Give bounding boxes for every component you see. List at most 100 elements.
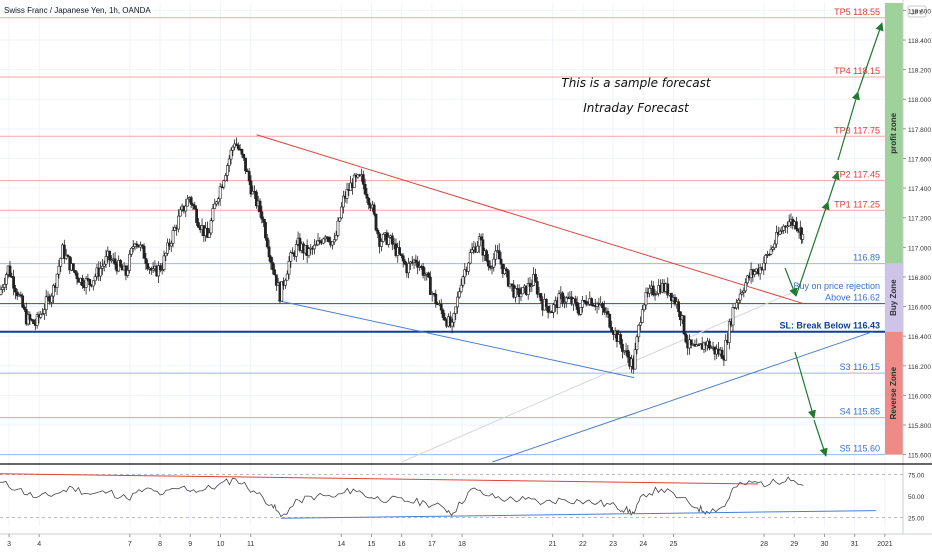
candle-body [381,234,385,242]
level-label: S5 115.60 [840,444,880,454]
candle-body [14,287,17,293]
candle-body [318,240,322,243]
candle-body [1,287,5,290]
candle-body [467,262,470,272]
price-tick-label: 118.200 [908,68,931,75]
currency-badge [907,5,927,18]
candle-body [287,260,291,275]
candle-body [186,198,189,207]
candle-body [193,205,197,210]
price-tick-label: 117.600 [908,156,931,163]
candle-body [3,284,6,288]
candle-body [361,174,365,185]
candle-body [119,260,122,267]
candle-body [264,222,267,239]
candle-body [481,239,485,256]
candle-body [146,263,150,269]
candle-body [52,285,55,297]
zone-label: Reverse Zone [889,366,898,419]
rsi-tick-label: 25.00 [908,515,925,522]
candle-body [463,269,467,278]
candle-body [345,189,349,199]
forecast-arrow-down-1 [794,351,816,419]
candle-body [470,249,474,253]
candle-body [307,248,311,256]
candle-body [352,174,356,188]
candle-body [771,247,775,250]
candle-body [573,298,577,303]
candle-body [423,274,427,276]
candle-body [151,268,155,271]
candle-body [269,256,273,263]
candle-body [91,280,95,287]
candle-body [231,146,235,151]
candle-body [416,261,420,268]
candle-body [742,290,746,293]
candle-body [222,180,226,188]
candle-body [244,157,247,172]
time-tick-label: 23 [609,541,617,548]
candle-body [209,220,213,234]
candles [0,137,805,374]
candle-body [448,316,452,327]
time-tick-label: 2021 [877,541,893,548]
rsi-line [0,476,804,518]
candle-body [684,333,688,343]
candle-body [129,247,133,255]
candle-body [492,258,496,268]
candle-body [131,246,135,249]
candle-body [390,235,394,245]
candle-body [708,340,711,349]
price-tick-label: 116.000 [908,393,931,400]
candle-body [42,309,46,314]
time-tick-label: 30 [821,541,829,548]
time-tick-label: 24 [639,541,647,548]
candle-body [682,315,686,335]
candle-body [249,180,253,195]
time-tick-label: 4 [37,541,41,548]
candle-body [104,256,108,265]
time-tick-label: 14 [337,541,345,548]
candle-body [702,342,706,350]
candle-body [651,285,655,295]
candle-body [144,258,148,264]
candle-body [427,272,430,278]
candle-body [697,344,700,346]
candle-body [461,276,465,286]
candle-body [452,313,456,323]
candle-body [510,283,514,286]
candle-body [23,306,26,310]
candle-body [336,220,340,236]
candle-body [479,236,483,241]
zone-label: profit zone [889,112,898,153]
candle-body [160,269,164,271]
rsi-upper-trend [0,473,759,485]
candle-body [499,258,503,265]
candle-body [164,252,168,257]
candle-body [552,304,555,313]
chart-title: Swiss Franc / Japanese Yen, 1h, OANDA [4,6,151,15]
time-tick-label: 10 [217,541,225,548]
candle-body [21,295,25,308]
candle-body [535,281,539,295]
candle-body [401,255,405,262]
candle-body [158,265,162,271]
candle-body [169,243,173,247]
candle-body [764,255,767,264]
candle-body [724,339,728,361]
candle-body [283,279,287,286]
candle-body [260,211,264,220]
candle-body [50,295,54,303]
candle-body [486,260,490,267]
candle-body [666,283,670,296]
candle-body [485,250,488,261]
candle-body [262,218,266,223]
candle-body [787,221,791,227]
price-tick-label: 118.600 [908,8,931,15]
candle-body [494,250,497,260]
price-tick-label: 117.800 [908,127,931,134]
candle-body [8,265,12,277]
candle-body [235,143,238,146]
annotation-sample: This is a sample forecast [561,76,711,90]
rising-support-line [492,331,873,463]
